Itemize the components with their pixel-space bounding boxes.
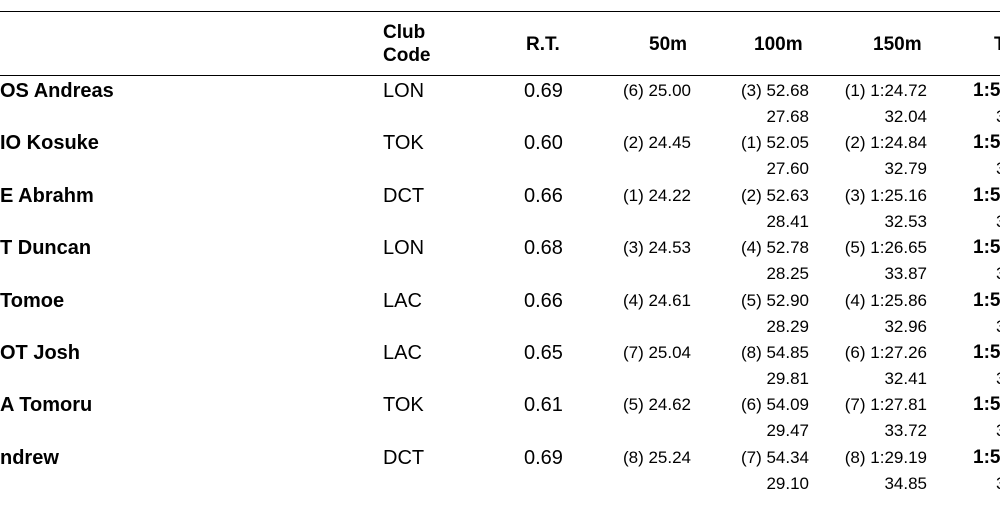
- split-150m: (5) 1:26.65: [844, 238, 927, 257]
- split-50m: (4) 24.61: [622, 291, 691, 310]
- swimmer-name: T Duncan: [0, 237, 92, 259]
- final-time-lap: 3: [996, 264, 1000, 284]
- split-150m: (3) 1:25.16: [844, 186, 927, 205]
- final-time-lap: 3: [996, 212, 1000, 232]
- split-150m: (4) 1:25.86: [844, 291, 927, 310]
- split-150m-lap: 32.96: [884, 317, 927, 336]
- split-150m: (1) 1:24.72: [844, 81, 927, 100]
- final-time: 1:5: [973, 80, 1000, 101]
- header-50m: 50m: [649, 34, 688, 55]
- club-code: LON: [383, 80, 425, 102]
- split-100m: (7) 54.34: [740, 448, 809, 467]
- reaction-time: 0.69: [524, 80, 563, 102]
- reaction-time: 0.66: [524, 185, 563, 207]
- club-code: DCT: [383, 447, 425, 469]
- split-150m-lap: 32.79: [884, 159, 927, 178]
- split-50m: (8) 25.24: [622, 448, 691, 467]
- split-100m: (5) 52.90: [740, 291, 809, 310]
- final-time-lap: 3: [996, 474, 1000, 494]
- swimmer-name: OS Andreas: [0, 80, 114, 102]
- swimmer-name: E Abrahm: [0, 185, 94, 207]
- split-100m-lap: 29.10: [766, 474, 809, 493]
- swimmer-name: ndrew: [0, 447, 59, 469]
- split-50m: (6) 25.00: [622, 81, 691, 100]
- split-100m-lap: 29.47: [766, 421, 809, 440]
- split-50m: (3) 24.53: [622, 238, 691, 257]
- final-time: 1:5: [973, 290, 1000, 311]
- final-time: 1:5: [973, 394, 1000, 415]
- split-50m: (2) 24.45: [622, 133, 691, 152]
- split-150m: (6) 1:27.26: [844, 343, 927, 362]
- final-time: 1:5: [973, 447, 1000, 468]
- header-150m: 150m: [873, 34, 922, 55]
- club-code: LAC: [383, 342, 422, 364]
- club-code: TOK: [383, 394, 424, 416]
- split-150m-lap: 33.72: [884, 421, 927, 440]
- split-50m: (7) 25.04: [622, 343, 691, 362]
- header-rt: R.T.: [526, 34, 560, 55]
- split-50m: (5) 24.62: [622, 395, 691, 414]
- split-50m: (1) 24.22: [622, 186, 691, 205]
- split-100m-lap: 28.29: [766, 317, 809, 336]
- header-rule: [0, 75, 1000, 76]
- split-150m: (7) 1:27.81: [844, 395, 927, 414]
- header-club-line1: Club: [383, 22, 426, 43]
- club-code: LON: [383, 237, 425, 259]
- header-last: T: [994, 34, 1000, 55]
- split-100m-lap: 29.81: [766, 369, 809, 388]
- split-150m-lap: 32.53: [884, 212, 927, 231]
- reaction-time: 0.61: [524, 394, 563, 416]
- split-100m-lap: 27.68: [766, 107, 809, 126]
- split-150m: (2) 1:24.84: [844, 133, 927, 152]
- split-150m-lap: 32.41: [884, 369, 927, 388]
- split-100m: (3) 52.68: [740, 81, 809, 100]
- split-150m-lap: 32.04: [884, 107, 927, 126]
- final-time: 1:5: [973, 237, 1000, 258]
- split-100m: (1) 52.05: [740, 133, 809, 152]
- split-150m: (8) 1:29.19: [844, 448, 927, 467]
- header-club-line2: Code: [383, 45, 431, 66]
- final-time: 1:5: [973, 342, 1000, 363]
- header-club-code: Club Code: [383, 21, 431, 67]
- header-100m: 100m: [754, 34, 803, 55]
- split-100m-lap: 27.60: [766, 159, 809, 178]
- split-100m: (4) 52.78: [740, 238, 809, 257]
- swimmer-name: IO Kosuke: [0, 132, 99, 154]
- final-time-lap: 3: [996, 159, 1000, 179]
- club-code: LAC: [383, 290, 422, 312]
- reaction-time: 0.69: [524, 447, 563, 469]
- club-code: DCT: [383, 185, 425, 207]
- swimmer-name: Tomoe: [0, 290, 65, 312]
- split-150m-lap: 33.87: [884, 264, 927, 283]
- final-time: 1:5: [973, 185, 1000, 206]
- final-time-lap: 3: [996, 317, 1000, 337]
- reaction-time: 0.65: [524, 342, 563, 364]
- swimmer-name: OT Josh: [0, 342, 81, 364]
- club-code: TOK: [383, 132, 424, 154]
- swimmer-name: A Tomoru: [0, 394, 93, 416]
- top-rule: [0, 11, 1000, 12]
- final-time-lap: 3: [996, 369, 1000, 389]
- final-time-lap: 3: [996, 107, 1000, 127]
- final-time: 1:5: [973, 132, 1000, 153]
- reaction-time: 0.60: [524, 132, 563, 154]
- reaction-time: 0.68: [524, 237, 563, 259]
- split-100m-lap: 28.41: [766, 212, 809, 231]
- split-100m: (6) 54.09: [740, 395, 809, 414]
- split-100m: (8) 54.85: [740, 343, 809, 362]
- reaction-time: 0.66: [524, 290, 563, 312]
- split-150m-lap: 34.85: [884, 474, 927, 493]
- split-100m: (2) 52.63: [740, 186, 809, 205]
- split-100m-lap: 28.25: [766, 264, 809, 283]
- final-time-lap: 3: [996, 421, 1000, 441]
